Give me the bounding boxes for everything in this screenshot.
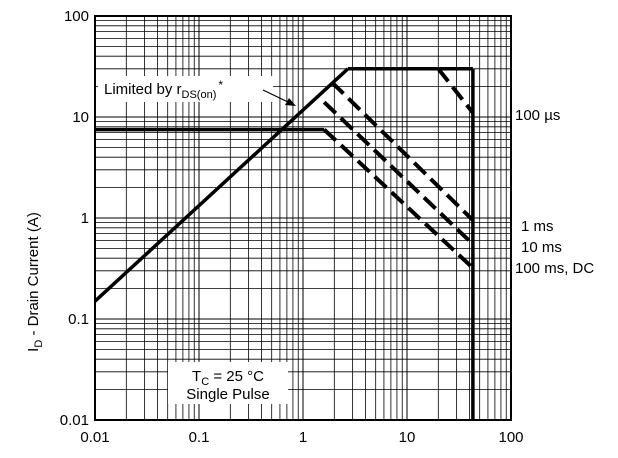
curve-label-bg — [512, 259, 606, 277]
y-tick-label: 0.1 — [68, 311, 89, 328]
x-tick-label: 10 — [399, 429, 416, 446]
tick-labels: 0.01 0.1 1 10 100 0.01 0.1 1 10 100 — [60, 8, 524, 446]
x-tick-label: 0.1 — [189, 429, 210, 446]
curve-label: 1 ms — [521, 218, 554, 235]
conditions-box — [168, 362, 288, 404]
soa-curve-1-ms — [330, 80, 475, 222]
limit-line-rds-limit — [93, 67, 350, 303]
soa-curve-100-ms-dc — [322, 128, 475, 270]
x-tick-label: 0.01 — [80, 429, 109, 446]
limited-by-label-bg — [98, 76, 273, 102]
y-tick-label: 100 — [64, 8, 89, 25]
curve-label-bg — [518, 217, 561, 235]
y-axis-label: ID - Drain Current (A) — [25, 212, 45, 352]
curve-label: 10 ms — [521, 239, 562, 256]
limited-by-arrow — [262, 89, 296, 106]
y-tick-label: 0.01 — [60, 412, 89, 429]
curve-label: 100 ms, DC — [515, 260, 594, 277]
conditions-pulse: Single Pulse — [186, 386, 269, 403]
y-tick-label: 10 — [72, 109, 89, 126]
curve-label: 100 µs — [515, 107, 560, 124]
plot-frame — [94, 15, 512, 421]
curve-label-bg — [518, 238, 569, 256]
curve-labels: 100 µs 1 ms 10 ms 100 ms, DC — [512, 106, 606, 277]
x-tick-label: 1 — [299, 429, 307, 446]
curve-label-bg — [512, 106, 572, 124]
x-tick-label: 100 — [498, 429, 523, 446]
soa-curve-10-ms — [322, 100, 475, 246]
soa-curve-100-s — [436, 67, 475, 115]
conditions-temperature: TC = 25 °C — [192, 368, 264, 388]
y-tick-label: 1 — [81, 210, 89, 227]
curves — [93, 67, 475, 420]
limited-by-label: Limited by rDS(on)* — [104, 78, 223, 101]
